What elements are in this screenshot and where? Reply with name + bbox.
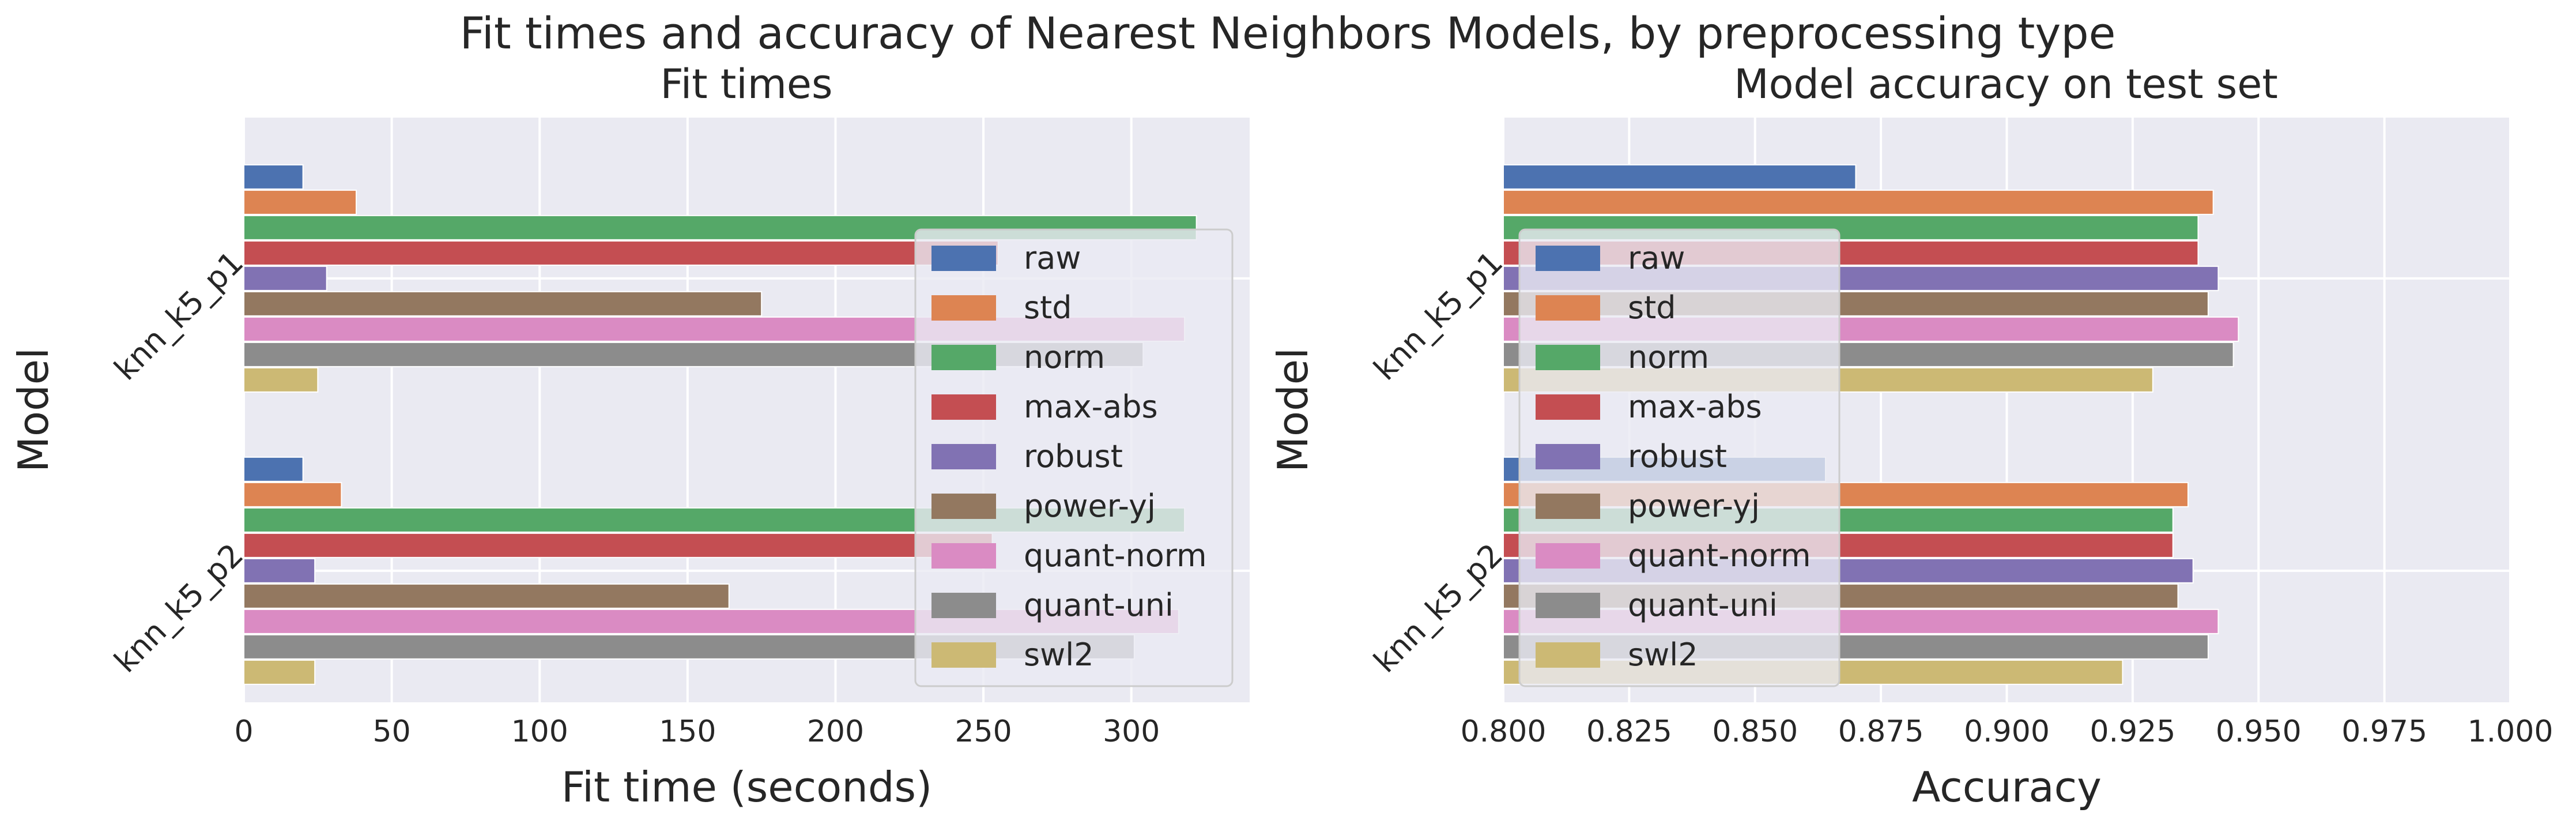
y-tick-label: knn_k5_p1 bbox=[1367, 244, 1510, 387]
legend-label-quant-norm: quant-norm bbox=[1024, 537, 1207, 574]
bar-power-yj-knn_k5_p2 bbox=[243, 583, 730, 609]
legend-box bbox=[914, 228, 1234, 687]
y-tick-label: knn_k5_p2 bbox=[107, 536, 250, 679]
legend-box bbox=[1518, 228, 1840, 687]
x-tick-label: 0.825 bbox=[1586, 714, 1672, 749]
x-tick-label: 0.875 bbox=[1838, 714, 1924, 749]
legend-label-quant-norm: quant-norm bbox=[1628, 537, 1811, 574]
y-tick-label: knn_k5_p1 bbox=[107, 244, 250, 387]
y-axis-label: Model bbox=[9, 348, 58, 472]
x-tick-label: 250 bbox=[955, 714, 1012, 749]
chart-panel-1: 0 50 100 150 200 250 300 knn_k5_p1 knn_k5_p2 Fit … bbox=[9, 61, 1250, 811]
chart-title: Fit times bbox=[661, 61, 833, 108]
bar-max-abs-knn_k5_p2 bbox=[243, 532, 993, 558]
legend-swatch-raw bbox=[931, 246, 996, 271]
chart-panel-2: 0.800 0.825 0.850 0.875 0.900 0.925 0.950 0.975… bbox=[1269, 61, 2553, 811]
y-tick-label: knn_k5_p2 bbox=[1367, 536, 1510, 679]
legend-label-robust: robust bbox=[1024, 438, 1123, 475]
x-tick-label: 0.800 bbox=[1461, 714, 1547, 749]
legend-label-raw: raw bbox=[1628, 240, 1685, 276]
legend-swatch-max-abs bbox=[1536, 394, 1600, 420]
legend-swatch-max-abs bbox=[931, 394, 996, 420]
bar-std-knn_k5_p2 bbox=[243, 481, 342, 507]
x-tick-label: 0.950 bbox=[2216, 714, 2302, 749]
bar-power-yj-knn_k5_p1 bbox=[243, 291, 763, 317]
x-axis-label: Accuracy bbox=[1912, 763, 2102, 811]
bar-robust-knn_k5_p1 bbox=[243, 265, 327, 291]
bar-swl2-knn_k5_p1 bbox=[243, 367, 319, 393]
x-tick-label: 150 bbox=[659, 714, 716, 749]
x-tick-label: 0.975 bbox=[2341, 714, 2427, 749]
legend-swatch-power-yj bbox=[1536, 494, 1600, 519]
figure-suptitle: Fit times and accuracy of Nearest Neighb… bbox=[460, 7, 2116, 59]
x-tick-label: 0.900 bbox=[1964, 714, 2050, 749]
legend-swatch-swl2 bbox=[931, 642, 996, 668]
legend-label-max-abs: max-abs bbox=[1628, 389, 1762, 425]
legend-swatch-raw bbox=[1536, 246, 1600, 271]
legend-label-norm: norm bbox=[1024, 339, 1105, 375]
x-tick-label: 0 bbox=[234, 714, 253, 749]
legend-swatch-norm bbox=[931, 345, 996, 370]
legend: raw std norm max-abs robust power-yj quant-nor… bbox=[914, 228, 1234, 687]
y-axis-label: Model bbox=[1269, 348, 1317, 472]
bar-max-abs-knn_k5_p1 bbox=[243, 240, 999, 266]
legend-swatch-quant-norm bbox=[1536, 543, 1600, 569]
legend-swatch-std bbox=[1536, 295, 1600, 321]
chart-title: Model accuracy on test set bbox=[1734, 61, 2278, 108]
legend: raw std norm max-abs robust power-yj quant-nor… bbox=[1518, 228, 1840, 687]
x-tick-label: 100 bbox=[511, 714, 568, 749]
bar-raw-knn_k5_p2 bbox=[243, 456, 304, 482]
x-tick-label: 50 bbox=[373, 714, 411, 749]
legend-label-robust: robust bbox=[1628, 438, 1727, 475]
x-tick-label: 300 bbox=[1103, 714, 1160, 749]
bar-std-knn_k5_p1 bbox=[1503, 189, 2214, 215]
x-tick-label: 0.925 bbox=[2090, 714, 2175, 749]
legend-swatch-quant-uni bbox=[1536, 593, 1600, 618]
legend-swatch-quant-norm bbox=[931, 543, 996, 569]
legend-swatch-robust bbox=[1536, 444, 1600, 469]
legend-label-quant-uni: quant-uni bbox=[1628, 587, 1778, 623]
legend-label-swl2: swl2 bbox=[1628, 637, 1698, 673]
legend-swatch-robust bbox=[931, 444, 996, 469]
legend-label-swl2: swl2 bbox=[1024, 637, 1094, 673]
legend-swatch-swl2 bbox=[1536, 642, 1600, 668]
legend-label-quant-uni: quant-uni bbox=[1024, 587, 1174, 623]
legend-swatch-quant-uni bbox=[931, 593, 996, 618]
bar-raw-knn_k5_p1 bbox=[1503, 164, 1857, 190]
legend-label-power-yj: power-yj bbox=[1628, 488, 1760, 524]
legend-swatch-norm bbox=[1536, 345, 1600, 370]
legend-label-norm: norm bbox=[1628, 339, 1709, 375]
legend-swatch-std bbox=[931, 295, 996, 321]
legend-label-max-abs: max-abs bbox=[1024, 389, 1158, 425]
legend-swatch-power-yj bbox=[931, 494, 996, 519]
legend-label-std: std bbox=[1628, 289, 1676, 326]
legend-label-power-yj: power-yj bbox=[1024, 488, 1156, 524]
bar-robust-knn_k5_p2 bbox=[243, 558, 316, 584]
legend-label-raw: raw bbox=[1024, 240, 1081, 276]
legend-label-std: std bbox=[1024, 289, 1072, 326]
x-axis-label: Fit time (seconds) bbox=[561, 763, 932, 811]
x-tick-label: 1.000 bbox=[2468, 714, 2554, 749]
x-tick-label: 0.850 bbox=[1712, 714, 1798, 749]
bar-std-knn_k5_p1 bbox=[243, 189, 357, 215]
bar-swl2-knn_k5_p2 bbox=[243, 659, 316, 685]
bar-raw-knn_k5_p1 bbox=[243, 164, 304, 190]
x-tick-label: 200 bbox=[807, 714, 864, 749]
